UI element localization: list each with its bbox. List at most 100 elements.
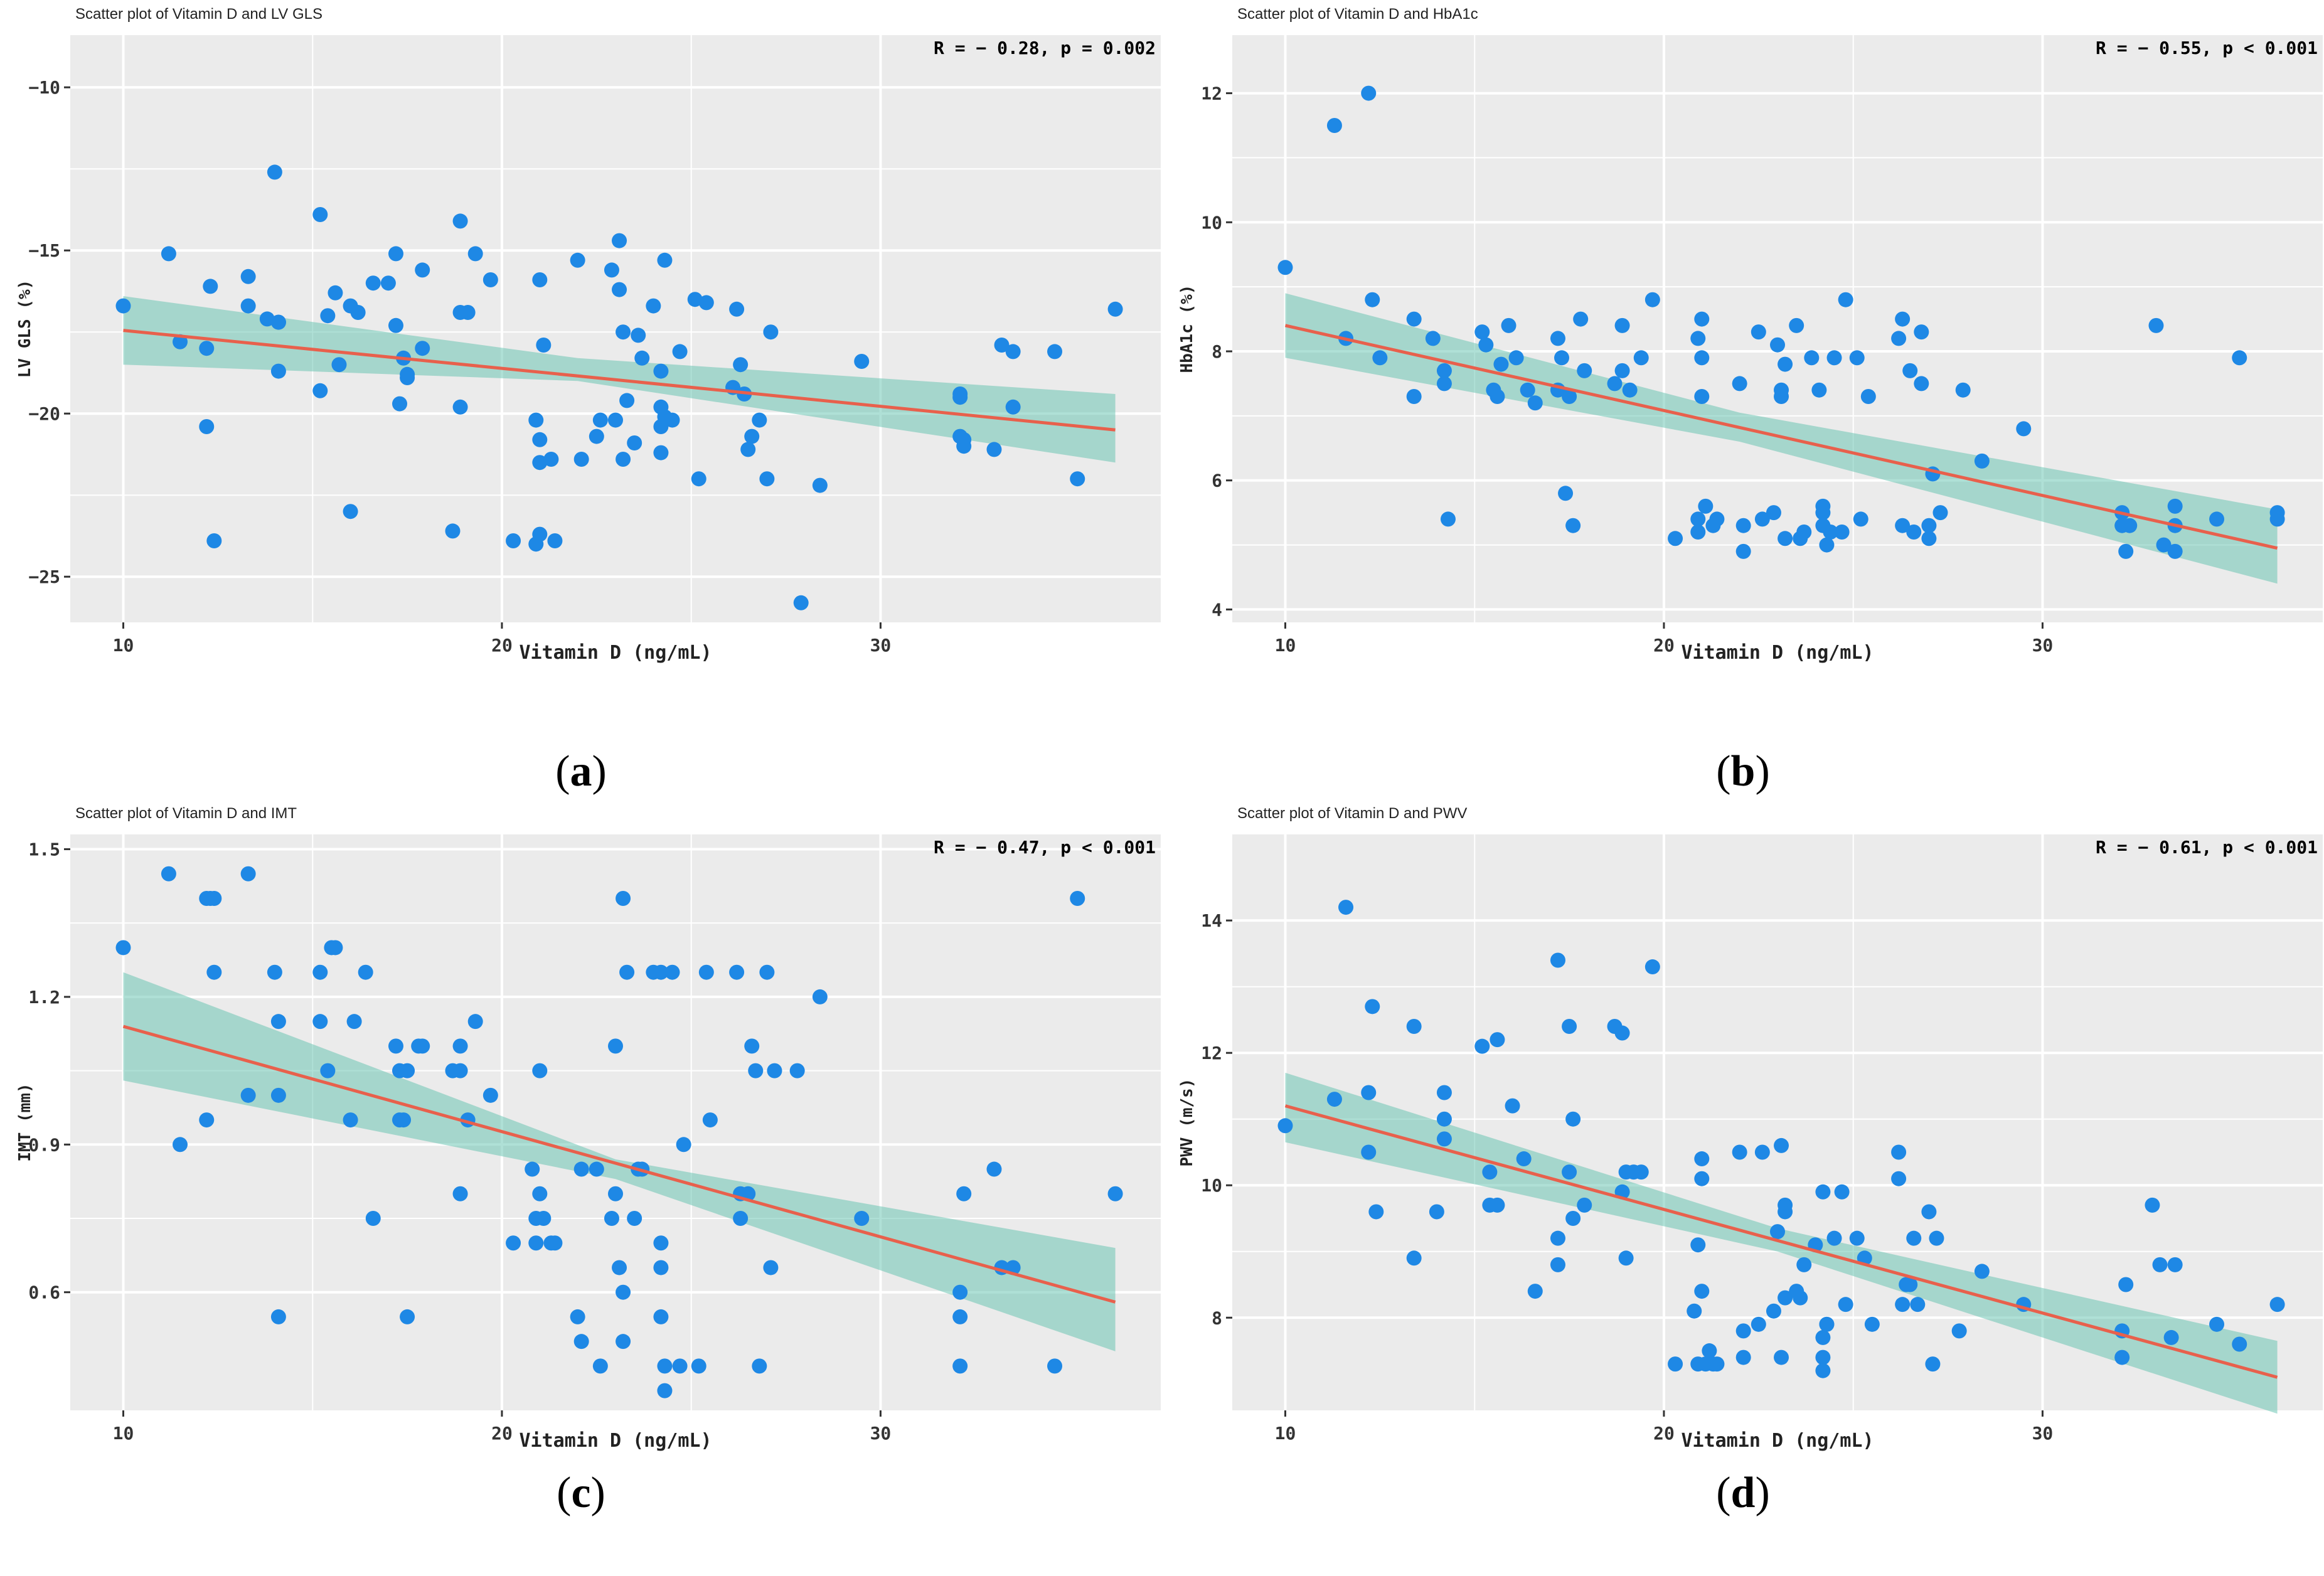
data-point bbox=[1778, 1204, 1793, 1220]
x-tick-label: 20 bbox=[491, 1423, 513, 1444]
data-point bbox=[702, 1112, 718, 1128]
x-tick-label: 20 bbox=[1653, 1423, 1675, 1444]
data-point bbox=[1436, 1085, 1452, 1100]
data-point bbox=[1921, 1204, 1937, 1220]
data-point bbox=[320, 1063, 336, 1078]
data-point bbox=[1694, 389, 1710, 404]
data-point bbox=[1834, 1184, 1850, 1200]
correlation-annotation: R = − 0.28, p = 0.002 bbox=[934, 38, 1156, 58]
data-point bbox=[1891, 1144, 1907, 1160]
data-point bbox=[452, 1186, 468, 1201]
data-point bbox=[482, 272, 498, 287]
data-point bbox=[616, 1284, 631, 1300]
data-point bbox=[528, 1235, 544, 1251]
data-point bbox=[1849, 350, 1865, 366]
data-point bbox=[1815, 505, 1831, 521]
data-point bbox=[1558, 486, 1574, 501]
data-point bbox=[1774, 1137, 1789, 1153]
plot-area-c bbox=[70, 834, 1161, 1410]
data-point bbox=[634, 350, 650, 366]
data-point bbox=[1735, 518, 1751, 533]
y-tick-label: −10 bbox=[28, 77, 60, 98]
data-point bbox=[1766, 505, 1781, 521]
data-point bbox=[1793, 1290, 1808, 1306]
data-point bbox=[1864, 1316, 1880, 1332]
data-point bbox=[1895, 311, 1911, 327]
data-point bbox=[1766, 1303, 1781, 1319]
data-point bbox=[240, 269, 256, 284]
data-point bbox=[482, 1087, 498, 1103]
data-point bbox=[445, 523, 461, 539]
data-point bbox=[536, 1211, 552, 1226]
data-point bbox=[729, 301, 745, 317]
data-point bbox=[1361, 1085, 1377, 1100]
x-tick-label: 10 bbox=[113, 635, 134, 656]
data-point bbox=[1921, 531, 1937, 546]
data-point bbox=[657, 1358, 673, 1374]
data-point bbox=[259, 311, 275, 327]
data-point bbox=[328, 940, 343, 956]
data-point bbox=[1668, 531, 1683, 546]
data-point bbox=[956, 432, 972, 447]
x-axis-label: Vitamin D (ng/mL) bbox=[519, 642, 712, 664]
data-point bbox=[320, 308, 336, 324]
data-point bbox=[1614, 1025, 1630, 1041]
data-point bbox=[612, 233, 627, 248]
data-point bbox=[1914, 376, 1929, 391]
data-point bbox=[1735, 543, 1751, 559]
data-point bbox=[267, 964, 282, 980]
data-point bbox=[1326, 1092, 1342, 1107]
data-point bbox=[312, 964, 328, 980]
data-point bbox=[698, 295, 714, 311]
data-point bbox=[2163, 1329, 2179, 1345]
caption-c-label: c bbox=[571, 1469, 591, 1517]
data-point bbox=[759, 964, 775, 980]
data-point bbox=[1778, 356, 1793, 372]
data-point bbox=[532, 432, 548, 447]
x-tick-label: 30 bbox=[2032, 635, 2054, 656]
data-point bbox=[1778, 531, 1793, 546]
data-point bbox=[1107, 301, 1123, 317]
data-point bbox=[1849, 1230, 1865, 1246]
data-point bbox=[350, 305, 366, 320]
caption-a: (a) bbox=[555, 747, 607, 796]
data-point bbox=[664, 964, 680, 980]
data-point bbox=[1565, 518, 1581, 533]
data-point bbox=[1361, 85, 1377, 101]
data-point bbox=[619, 393, 635, 408]
data-point bbox=[653, 1235, 669, 1251]
y-tick-label: 8 bbox=[1212, 1307, 1222, 1328]
data-point bbox=[956, 1186, 972, 1201]
data-point bbox=[1754, 1144, 1770, 1160]
data-point bbox=[759, 471, 775, 487]
data-point bbox=[1891, 331, 1907, 346]
data-point bbox=[1815, 1363, 1831, 1378]
data-point bbox=[653, 964, 669, 980]
data-point bbox=[270, 363, 286, 379]
data-point bbox=[616, 1334, 631, 1350]
data-point bbox=[400, 370, 415, 385]
data-point bbox=[2209, 1316, 2225, 1332]
regression-line bbox=[123, 329, 1116, 432]
data-point bbox=[1622, 382, 1638, 398]
data-point bbox=[1440, 511, 1456, 527]
data-point bbox=[1694, 1171, 1710, 1186]
x-tick-label: 20 bbox=[491, 635, 513, 656]
data-point bbox=[691, 1358, 706, 1374]
data-point bbox=[115, 940, 131, 956]
data-point bbox=[729, 964, 745, 980]
data-point bbox=[2145, 1197, 2160, 1213]
data-point bbox=[616, 452, 631, 467]
data-point bbox=[1527, 395, 1543, 411]
data-point bbox=[1425, 331, 1441, 346]
data-point bbox=[467, 246, 483, 262]
data-point bbox=[604, 262, 619, 278]
data-point bbox=[1565, 1211, 1581, 1226]
data-point bbox=[573, 1161, 589, 1177]
data-point bbox=[1372, 350, 1388, 366]
data-point bbox=[1573, 311, 1589, 327]
data-point bbox=[365, 275, 381, 291]
data-point bbox=[952, 1309, 968, 1324]
data-point bbox=[744, 429, 760, 444]
data-point bbox=[616, 324, 631, 340]
